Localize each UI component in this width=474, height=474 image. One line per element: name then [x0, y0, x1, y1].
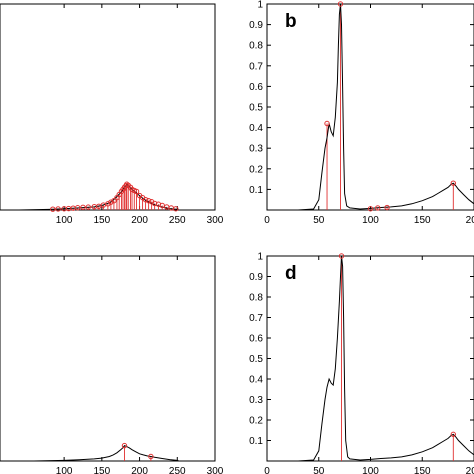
- y-tick-label: 1: [257, 252, 263, 263]
- axes-frame: [266, 255, 474, 462]
- peak-marker: [133, 188, 140, 195]
- x-tick-label: 50: [313, 466, 325, 474]
- signal-line: [267, 3, 474, 211]
- x-tick-label: 250: [169, 466, 186, 474]
- x-tick-label: 0: [264, 466, 270, 474]
- panel-a: 100 150 200 250 300: [0, 3, 224, 226]
- y-tick-label: 1: [257, 0, 263, 11]
- peak-marker: [55, 206, 61, 212]
- peak-marker: [450, 431, 456, 438]
- panel-b: 0 50 100 150 200 0.1 0.2 0.3 0.4 0.5 0.6 0.7 0.8 0.9 1…: [249, 0, 474, 226]
- x-tick-label: 100: [362, 215, 379, 226]
- y-tick-label: 0.6: [249, 334, 263, 345]
- panel-label: d: [285, 263, 297, 284]
- signal-line: [267, 255, 474, 462]
- x-tick-label: 300: [207, 466, 224, 474]
- x-tick-label: 200: [131, 466, 148, 474]
- y-tick-label: 0.7: [249, 313, 263, 324]
- y-tick-label: 0.2: [249, 164, 263, 175]
- y-tick-label: 0.7: [249, 61, 263, 72]
- y-tick-label: 0.4: [249, 123, 263, 134]
- x-tick-label: 100: [362, 466, 379, 474]
- y-tick-label: 0.8: [249, 41, 263, 52]
- x-tick-label: 300: [207, 215, 224, 226]
- x-tick-label: 150: [414, 466, 431, 474]
- x-tick-label: 150: [93, 466, 110, 474]
- y-tick-label: 0.3: [249, 395, 263, 406]
- y-tick-label: 0.4: [249, 375, 263, 386]
- y-tick-label: 0.8: [249, 293, 263, 304]
- axes-frame: [0, 255, 216, 462]
- y-tick-label: 0.5: [249, 103, 263, 114]
- peak-marker: [450, 180, 456, 186]
- y-tick-label: 0.1: [249, 436, 263, 447]
- peak-marker: [50, 206, 56, 212]
- x-tick-label: 150: [414, 215, 431, 226]
- axes-frame: [266, 3, 474, 211]
- panel-d: 0 50 100 150 200 0.1 0.2 0.3 0.4 0.5 0.6 0.7 0.8 0.9 1…: [249, 252, 474, 474]
- peak-marker: [324, 120, 330, 127]
- peak-marker: [384, 204, 390, 211]
- x-tick-label: 200: [466, 215, 474, 226]
- x-tick-label: 150: [93, 215, 110, 226]
- y-tick-label: 0.9: [249, 20, 263, 31]
- peak-marker: [159, 202, 165, 209]
- panel-label: b: [285, 11, 297, 32]
- x-tick-label: 200: [466, 466, 474, 474]
- peak-marker: [80, 204, 86, 211]
- peak-marker: [375, 205, 381, 211]
- x-tick-label: 100: [56, 466, 73, 474]
- x-tick-label: 200: [131, 215, 148, 226]
- panel-c: 100 150 200 250 300: [0, 255, 224, 474]
- y-tick-label: 0.3: [249, 144, 263, 155]
- x-tick-label: 50: [313, 215, 325, 226]
- x-tick-label: 250: [169, 215, 186, 226]
- peak-marker: [337, 1, 344, 7]
- axes-frame: [0, 3, 216, 211]
- y-tick-label: 0.1: [249, 185, 263, 196]
- y-tick-label: 0.9: [249, 272, 263, 283]
- peak-marker: [148, 453, 154, 460]
- peak-marker: [108, 199, 114, 205]
- peak-marker: [121, 442, 128, 449]
- peak-marker: [367, 206, 374, 212]
- peak-marker: [173, 206, 179, 212]
- y-tick-label: 0.2: [249, 416, 263, 427]
- peak-marker: [338, 253, 345, 259]
- peak-marker: [111, 198, 117, 204]
- y-tick-label: 0.6: [249, 82, 263, 93]
- x-tick-label: 0: [264, 215, 270, 226]
- peak-marker: [145, 198, 152, 204]
- y-tick-label: 0.5: [249, 354, 263, 365]
- x-tick-label: 100: [56, 215, 73, 226]
- peak-marker: [85, 204, 91, 210]
- peak-marker: [142, 197, 149, 203]
- peak-marker: [75, 205, 81, 211]
